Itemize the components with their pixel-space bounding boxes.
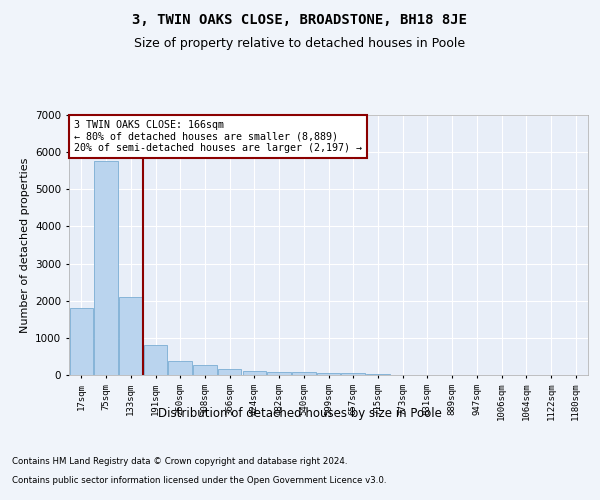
Text: Distribution of detached houses by size in Poole: Distribution of detached houses by size … — [158, 408, 442, 420]
Bar — [70, 308, 93, 375]
Text: 3, TWIN OAKS CLOSE, BROADSTONE, BH18 8JE: 3, TWIN OAKS CLOSE, BROADSTONE, BH18 8JE — [133, 12, 467, 26]
Bar — [193, 365, 217, 375]
Bar — [144, 346, 167, 375]
Bar — [242, 372, 266, 375]
Y-axis label: Number of detached properties: Number of detached properties — [20, 158, 29, 332]
Bar — [94, 162, 118, 375]
Bar — [169, 360, 192, 375]
Bar — [317, 373, 340, 375]
Bar — [341, 373, 365, 375]
Bar — [119, 297, 143, 375]
Bar — [268, 372, 291, 375]
Bar — [292, 372, 316, 375]
Text: 3 TWIN OAKS CLOSE: 166sqm
← 80% of detached houses are smaller (8,889)
20% of se: 3 TWIN OAKS CLOSE: 166sqm ← 80% of detac… — [74, 120, 362, 154]
Text: Size of property relative to detached houses in Poole: Size of property relative to detached ho… — [134, 38, 466, 51]
Text: Contains public sector information licensed under the Open Government Licence v3: Contains public sector information licen… — [12, 476, 386, 485]
Text: Contains HM Land Registry data © Crown copyright and database right 2024.: Contains HM Land Registry data © Crown c… — [12, 458, 347, 466]
Bar — [366, 374, 389, 375]
Bar — [218, 369, 241, 375]
